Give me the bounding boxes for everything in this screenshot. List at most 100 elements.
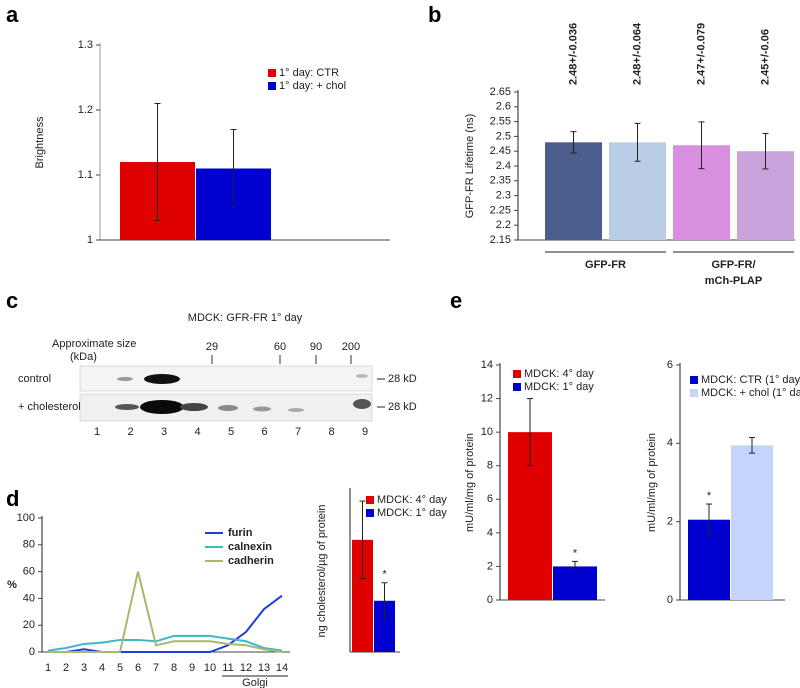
- legend-label: furin: [228, 527, 253, 539]
- legend-label: MDCK: CTR (1° day): [701, 374, 800, 386]
- x-tick-label: 2: [63, 662, 69, 674]
- row-marker: 28 kD: [388, 401, 417, 413]
- legend-swatch: [366, 496, 374, 504]
- y-tick-label: 2.5: [496, 130, 511, 142]
- lane-number: 4: [194, 426, 200, 438]
- x-tick-label: 9: [189, 662, 195, 674]
- y-tick-label: 1.2: [78, 104, 93, 116]
- row-label: control: [18, 373, 51, 385]
- band: [218, 405, 238, 411]
- y-tick-label: 8: [487, 460, 493, 472]
- panel-letter: c: [6, 288, 18, 313]
- band: [356, 374, 368, 378]
- y-tick-label: 6: [487, 493, 493, 505]
- y-tick-label: 4: [667, 437, 673, 449]
- blot-image: [79, 365, 373, 422]
- legend-label: MDCK: 1° day: [377, 507, 447, 519]
- x-tick-label: 6: [135, 662, 141, 674]
- y-tick-label: 2.6: [496, 101, 511, 113]
- lane-number: 9: [362, 426, 368, 438]
- legend-label: 1° day: CTR: [279, 67, 339, 79]
- group-label: mCh-PLAP: [705, 275, 762, 287]
- x-tick-label: 4: [99, 662, 105, 674]
- band: [253, 406, 271, 412]
- y-tick-label: 4: [487, 527, 493, 539]
- line-series: [48, 571, 283, 653]
- legend-label: cadherin: [228, 555, 274, 567]
- band: [353, 399, 371, 409]
- y-axis-label: mU/ml/mg of protein: [464, 433, 476, 532]
- y-tick-label: 2.4: [496, 160, 511, 172]
- bar: [553, 566, 597, 600]
- blot-title: MDCK: GFR-FR 1° day: [188, 312, 303, 324]
- legend-label: 1° day: + chol: [279, 80, 346, 92]
- y-tick-label: 12: [481, 392, 493, 404]
- panel-letter: d: [6, 486, 19, 511]
- x-tick-label: 5: [117, 662, 123, 674]
- y-tick-label: 100: [17, 512, 35, 524]
- lane-number: 1: [94, 426, 100, 438]
- bar: [374, 600, 395, 652]
- y-tick-label: 0: [487, 594, 493, 606]
- value-label: 2.48+/-0.036: [567, 23, 579, 85]
- bar: [545, 142, 602, 240]
- legend-swatch: [513, 370, 521, 378]
- legend-swatch: [513, 383, 521, 391]
- y-tick-label: 14: [481, 359, 493, 371]
- y-tick-label: 6: [667, 359, 673, 371]
- x-tick-label: 14: [276, 662, 288, 674]
- y-tick-label: 2.25: [490, 204, 511, 216]
- band: [117, 377, 133, 381]
- y-tick-label: 2: [487, 560, 493, 572]
- y-tick-label: 10: [481, 426, 493, 438]
- bar: [352, 539, 373, 652]
- y-tick-label: 1.3: [78, 39, 93, 51]
- legend-label: MDCK: + chol (1° day): [701, 387, 800, 399]
- lane-number: 7: [295, 426, 301, 438]
- y-tick-label: 2.55: [490, 116, 511, 128]
- annotation: *: [573, 547, 578, 559]
- row-label: + cholesterol: [18, 401, 81, 413]
- lane-number: 3: [161, 426, 167, 438]
- annotation: *: [707, 490, 712, 502]
- legend-label: MDCK: 4° day: [524, 368, 594, 380]
- y-tick-label: 40: [23, 592, 35, 604]
- y-tick-label: 2.35: [490, 175, 511, 187]
- y-axis-label: ng cholesterol/µg of protein: [316, 505, 328, 638]
- y-tick-label: 0: [29, 646, 35, 658]
- lane-number: 2: [127, 426, 133, 438]
- lane-number: 8: [328, 426, 334, 438]
- band: [140, 400, 184, 414]
- y-tick-label: 1: [87, 234, 93, 246]
- size-marker: 90: [310, 341, 322, 353]
- band: [115, 404, 139, 410]
- y-tick-label: 20: [23, 619, 35, 631]
- size-label: (kDa): [70, 351, 97, 363]
- band: [180, 403, 208, 411]
- legend-label: MDCK: 1° day: [524, 381, 594, 393]
- size-marker: 29: [206, 341, 218, 353]
- lane-number: 6: [261, 426, 267, 438]
- y-tick-label: 2: [667, 516, 673, 528]
- y-axis-label: GFP-FR Lifetime (ns): [464, 114, 476, 219]
- annotation: Golgi: [242, 677, 268, 688]
- group-label: GFP-FR/: [712, 259, 756, 271]
- bar: [731, 445, 773, 600]
- y-tick-label: 2.65: [490, 86, 511, 98]
- band: [288, 408, 304, 412]
- value-label: 2.47+/-0.079: [695, 23, 707, 85]
- size-marker: 60: [274, 341, 286, 353]
- annotation: *: [382, 569, 387, 581]
- row-marker: 28 kD: [388, 373, 417, 385]
- lane-number: 5: [228, 426, 234, 438]
- y-tick-label: 0: [667, 594, 673, 606]
- legend-swatch: [690, 376, 698, 384]
- group-label: GFP-FR: [585, 259, 626, 271]
- panel-letter: e: [450, 288, 462, 313]
- panel-letter: b: [428, 2, 441, 27]
- y-tick-label: 80: [23, 539, 35, 551]
- y-axis-label: %: [7, 579, 17, 591]
- y-tick-label: 2.3: [496, 190, 511, 202]
- legend-label: MDCK: 4° day: [377, 494, 447, 506]
- legend-swatch: [366, 509, 374, 517]
